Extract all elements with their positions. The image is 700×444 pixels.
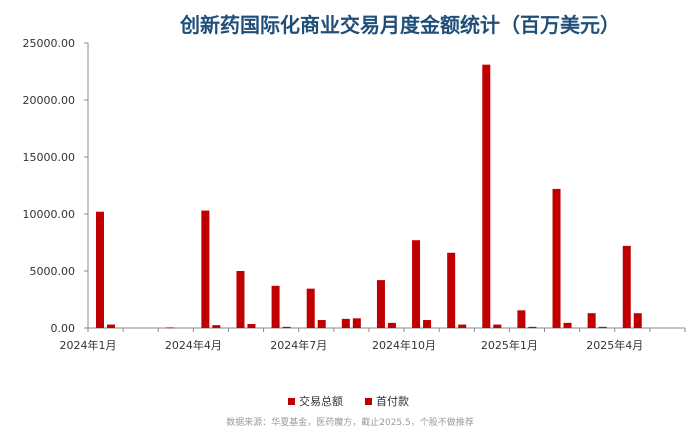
bar-upfront bbox=[247, 324, 256, 328]
y-axis: 0.00 5000.00 10000.00 15000.00 20000.00 25000… bbox=[23, 37, 89, 335]
legend-item-upfront: 首付款 bbox=[365, 394, 409, 408]
x-tick-label: 2024年10月 bbox=[372, 338, 436, 352]
bar-total bbox=[587, 313, 596, 328]
x-axis: 2024年1月 2024年4月 2024年7月 2024年10月 2025年1月 2025… bbox=[60, 327, 686, 352]
bars bbox=[96, 64, 642, 329]
legend-swatch-upfront bbox=[365, 398, 372, 405]
legend-swatch-total bbox=[288, 398, 295, 405]
bar-upfront bbox=[633, 313, 642, 328]
bar-upfront bbox=[107, 324, 115, 328]
bar-total bbox=[306, 288, 315, 328]
bar-total bbox=[622, 245, 631, 328]
legend-item-total: 交易总额 bbox=[288, 394, 343, 408]
bar-total bbox=[412, 240, 421, 328]
y-tick-label: 0.00 bbox=[51, 322, 76, 335]
bar-total bbox=[482, 64, 491, 328]
bar-total bbox=[552, 188, 561, 328]
x-tick-label: 2024年4月 bbox=[165, 338, 222, 352]
bar-total bbox=[447, 252, 456, 328]
bar-upfront bbox=[282, 326, 291, 328]
source-note: 数据来源：华夏基金，医药魔方，截止2025.5，个股不做推荐 bbox=[226, 416, 474, 428]
legend-label-upfront: 首付款 bbox=[376, 394, 409, 408]
y-tick-label: 10000.00 bbox=[23, 208, 76, 221]
bar-upfront bbox=[598, 326, 607, 328]
bar-upfront bbox=[458, 324, 467, 328]
y-tick-label: 20000.00 bbox=[23, 94, 76, 107]
bar-upfront bbox=[352, 318, 361, 328]
bar-total bbox=[517, 310, 526, 328]
bar-total bbox=[201, 210, 210, 328]
legend: 交易总额 首付款 bbox=[288, 394, 409, 408]
x-tick-label: 2025年4月 bbox=[586, 338, 643, 352]
chart-title: 创新药国际化商业交易月度金额统计（百万美元） bbox=[179, 13, 620, 37]
bar-upfront bbox=[387, 322, 396, 328]
y-tick-label: 25000.00 bbox=[23, 37, 76, 50]
y-tick-label: 5000.00 bbox=[30, 265, 76, 278]
bar-total bbox=[271, 285, 280, 328]
bar-total bbox=[236, 271, 245, 328]
bar-total bbox=[341, 318, 350, 328]
bar-total bbox=[96, 211, 104, 328]
bar-upfront bbox=[563, 322, 572, 328]
bar-total bbox=[376, 280, 385, 328]
bar-upfront bbox=[528, 326, 537, 328]
x-tick-label: 2025年1月 bbox=[481, 338, 538, 352]
x-tick-label: 2024年7月 bbox=[270, 338, 327, 352]
bar-upfront bbox=[493, 324, 502, 328]
x-tick-label: 2024年1月 bbox=[60, 338, 117, 352]
bar-upfront bbox=[212, 325, 221, 328]
bar-upfront bbox=[423, 320, 432, 328]
legend-label-total: 交易总额 bbox=[299, 394, 343, 408]
bar-upfront bbox=[317, 320, 326, 328]
y-tick-label: 15000.00 bbox=[23, 151, 76, 164]
bar-total bbox=[166, 327, 175, 329]
